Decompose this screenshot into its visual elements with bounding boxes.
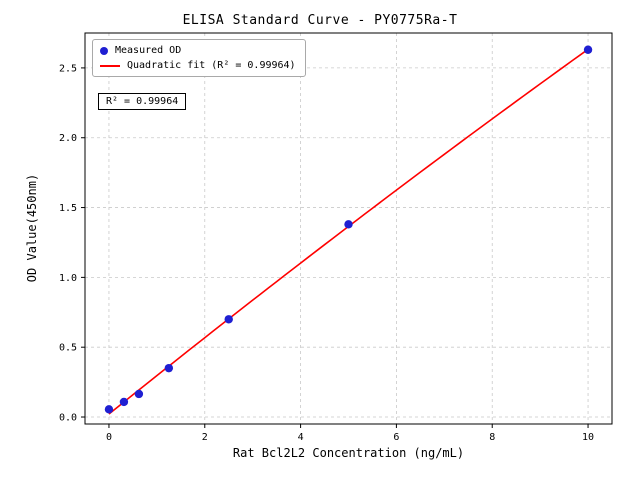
x-axis-label: Rat Bcl2L2 Concentration (ng/mL) <box>232 446 465 460</box>
grid <box>85 33 612 424</box>
legend-item-measured: Measured OD <box>100 45 296 56</box>
legend-label-measured: Measured OD <box>115 45 182 56</box>
y-tick-label: 2.0 <box>59 133 77 144</box>
data-point <box>224 315 233 324</box>
data-point <box>344 220 353 229</box>
x-tick-label: 6 <box>393 432 399 443</box>
measured-points <box>104 45 593 414</box>
y-tick-label: 0.0 <box>59 413 77 424</box>
x-tick-label: 2 <box>202 432 208 443</box>
y-tick-label: 2.5 <box>59 63 77 74</box>
tick-labels: 0 2 4 6 8 10 0.0 0.5 1.0 1.5 2.0 2.5 <box>59 63 594 443</box>
data-point <box>104 405 114 414</box>
x-tick-label: 10 <box>582 432 594 443</box>
axis-ticks <box>81 67 589 428</box>
legend: Measured OD Quadratic fit (R² = 0.99964) <box>92 39 306 77</box>
fit-line-marker-icon <box>100 64 120 67</box>
data-point <box>164 363 174 373</box>
y-axis-label: OD Value(450nm) <box>25 173 39 283</box>
x-tick-label: 0 <box>106 432 112 443</box>
data-point <box>119 397 129 407</box>
y-tick-label: 1.0 <box>59 273 77 284</box>
y-tick-label: 0.5 <box>59 343 77 354</box>
x-tick-label: 4 <box>298 432 304 443</box>
y-tick-label: 1.5 <box>59 203 77 214</box>
r-squared-annotation: R² = 0.99964 <box>98 93 187 110</box>
chart-title: ELISA Standard Curve - PY0775Ra-T <box>182 13 458 28</box>
x-tick-label: 8 <box>489 432 495 443</box>
legend-label-fit: Quadratic fit (R² = 0.99964) <box>127 60 296 71</box>
legend-item-fit: Quadratic fit (R² = 0.99964) <box>100 60 296 71</box>
data-point <box>134 389 144 399</box>
plot-border <box>84 32 613 425</box>
measured-od-marker-icon <box>100 46 108 55</box>
data-point <box>583 45 593 54</box>
